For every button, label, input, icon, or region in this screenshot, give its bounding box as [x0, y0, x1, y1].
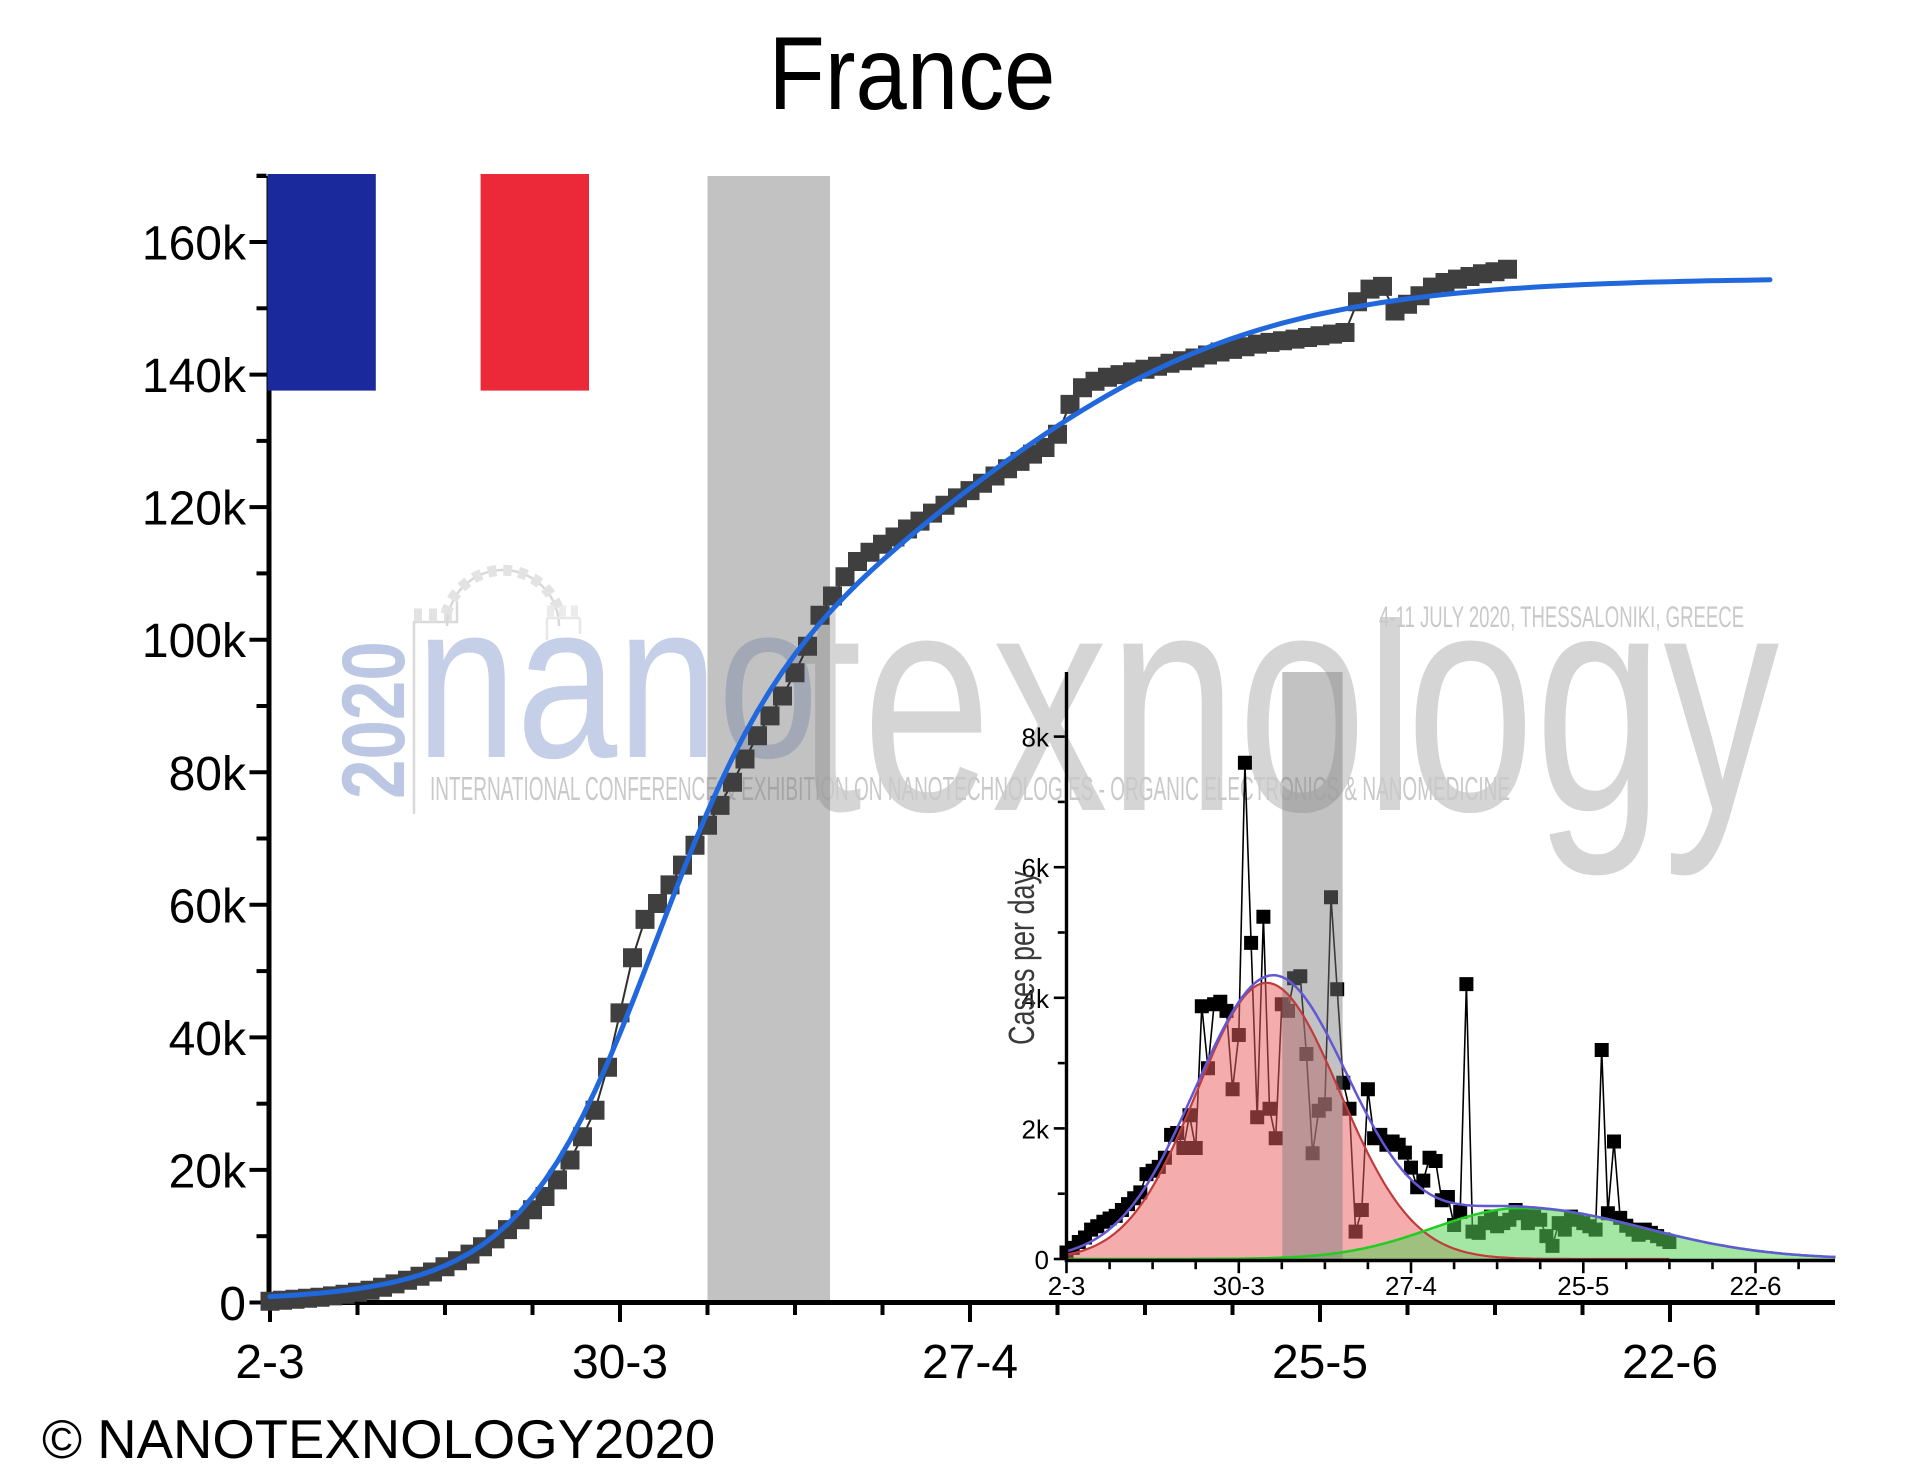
svg-text:2020: 2020 [324, 641, 424, 799]
svg-text:160k: 160k [142, 218, 247, 271]
svg-text:0: 0 [219, 1278, 246, 1331]
svg-text:texno: texno [797, 525, 1366, 878]
svg-text:30-3: 30-3 [572, 1336, 668, 1389]
svg-text:4k: 4k [1022, 984, 1050, 1014]
svg-text:27-4: 27-4 [922, 1336, 1018, 1389]
svg-text:Cases per day: Cases per day [1001, 871, 1042, 1045]
svg-text:140k: 140k [142, 350, 247, 403]
svg-text:8k: 8k [1022, 723, 1050, 753]
svg-text:4-11 JULY 2020, THESSALONIKI,: 4-11 JULY 2020, THESSALONIKI, GREECE [1379, 601, 1744, 635]
svg-text:27-4: 27-4 [1385, 1271, 1437, 1301]
svg-text:6k: 6k [1022, 853, 1050, 883]
svg-text:40k: 40k [169, 1013, 247, 1066]
svg-text:60k: 60k [169, 880, 247, 933]
svg-text:0: 0 [1035, 1245, 1049, 1275]
svg-text:© NANOTEXNOLOGY2020: © NANOTEXNOLOGY2020 [42, 1409, 715, 1469]
svg-text:22-6: 22-6 [1622, 1336, 1718, 1389]
svg-text:80k: 80k [169, 748, 247, 801]
svg-text:100k: 100k [142, 615, 247, 668]
svg-text:2-3: 2-3 [235, 1336, 304, 1389]
svg-text:France: France [769, 15, 1056, 131]
svg-text:20k: 20k [169, 1145, 247, 1198]
svg-text:25-5: 25-5 [1557, 1271, 1609, 1301]
svg-text:30-3: 30-3 [1213, 1271, 1265, 1301]
svg-text:120k: 120k [142, 483, 247, 536]
svg-text:2-3: 2-3 [1048, 1271, 1086, 1301]
svg-text:ogy: ogy [1406, 525, 1779, 879]
svg-text:2k: 2k [1022, 1114, 1050, 1144]
svg-text:INTERNATIONAL CONFERENCE & EXH: INTERNATIONAL CONFERENCE & EXHIBITION ON… [430, 771, 1510, 808]
svg-text:25-5: 25-5 [1272, 1336, 1368, 1389]
svg-text:22-6: 22-6 [1729, 1271, 1781, 1301]
